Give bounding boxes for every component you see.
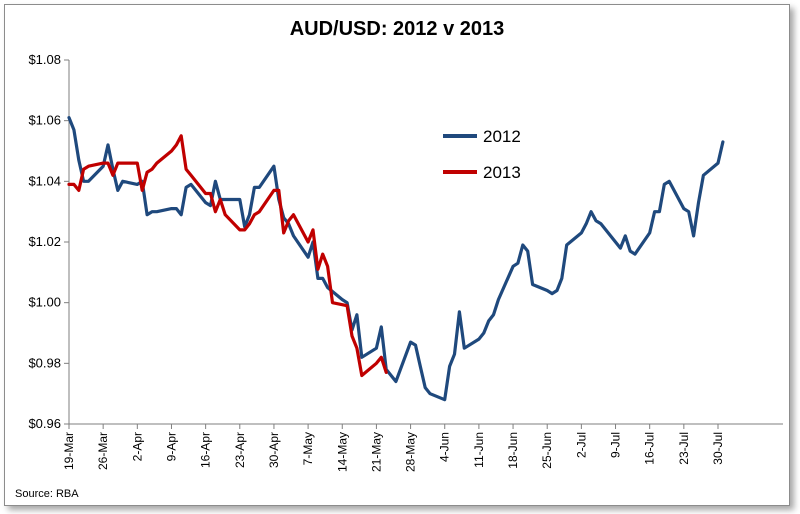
x-tick-label: 19-Mar bbox=[62, 432, 76, 470]
x-tick-label: 23-Apr bbox=[233, 432, 247, 468]
legend-label-2013: 2013 bbox=[483, 163, 521, 182]
y-tick-label: $0.96 bbox=[28, 416, 61, 431]
x-tick-label: 18-Jun bbox=[506, 432, 520, 469]
x-tick-label: 23-Jul bbox=[677, 432, 691, 465]
y-tick-label: $1.04 bbox=[28, 173, 61, 188]
x-tick-label: 28-May bbox=[404, 432, 418, 472]
x-tick-label: 25-Jun bbox=[540, 432, 554, 469]
series-line-2012 bbox=[67, 116, 725, 402]
y-tick-label: $1.06 bbox=[28, 113, 61, 128]
x-tick-label: 16-Jul bbox=[643, 432, 657, 465]
source-note: Source: RBA bbox=[15, 488, 79, 500]
chart-title: AUD/USD: 2012 v 2013 bbox=[290, 18, 505, 40]
y-tick-label: $1.08 bbox=[28, 52, 61, 67]
legend-label-2012: 2012 bbox=[483, 127, 521, 146]
y-tick-label: $1.02 bbox=[28, 234, 61, 249]
x-tick-label: 11-Jun bbox=[472, 432, 486, 468]
x-tick-label: 9-Apr bbox=[164, 432, 178, 461]
x-tick-label: 7-May bbox=[301, 432, 315, 465]
x-tick-label: 2-Apr bbox=[130, 432, 144, 461]
x-tick-label: 30-Jul bbox=[711, 432, 725, 465]
y-tick-label: $0.98 bbox=[28, 355, 61, 370]
x-tick-label: 2-Jul bbox=[574, 432, 588, 458]
x-tick-label: 4-Jun bbox=[438, 432, 452, 462]
x-tick-label: 14-May bbox=[335, 432, 349, 472]
x-tick-label: 30-Apr bbox=[267, 432, 281, 468]
series-line-2013 bbox=[67, 134, 388, 378]
x-tick-label: 26-Mar bbox=[96, 432, 110, 470]
x-tick-label: 16-Apr bbox=[199, 432, 213, 468]
line-chart: AUD/USD: 2012 v 2013 $1.08 $1.06 $1.04 $1.02… bbox=[15, 18, 783, 500]
y-tick-label: $1.00 bbox=[28, 295, 61, 310]
x-tick-label: 21-May bbox=[369, 432, 383, 472]
x-tick-label: 9-Jul bbox=[609, 432, 623, 458]
chart-frame: AUD/USD: 2012 v 2013 $1.08 $1.06 $1.04 $1.02… bbox=[4, 4, 790, 506]
